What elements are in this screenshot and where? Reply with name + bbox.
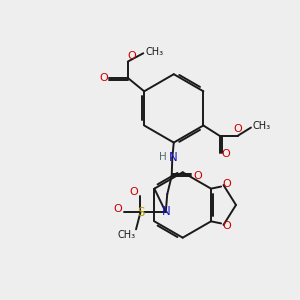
Text: N: N (162, 205, 171, 218)
Text: O: O (221, 149, 230, 159)
Text: O: O (223, 178, 231, 189)
Text: CH₃: CH₃ (146, 47, 164, 57)
Text: N: N (169, 151, 177, 164)
Text: O: O (130, 187, 138, 197)
Text: O: O (233, 124, 242, 134)
Text: O: O (193, 171, 202, 181)
Text: O: O (100, 73, 108, 83)
Text: O: O (113, 204, 122, 214)
Text: O: O (127, 51, 136, 61)
Text: CH₃: CH₃ (253, 121, 271, 131)
Text: CH₃: CH₃ (118, 230, 136, 240)
Text: O: O (223, 221, 231, 231)
Text: H: H (159, 152, 167, 162)
Text: S: S (137, 206, 144, 219)
